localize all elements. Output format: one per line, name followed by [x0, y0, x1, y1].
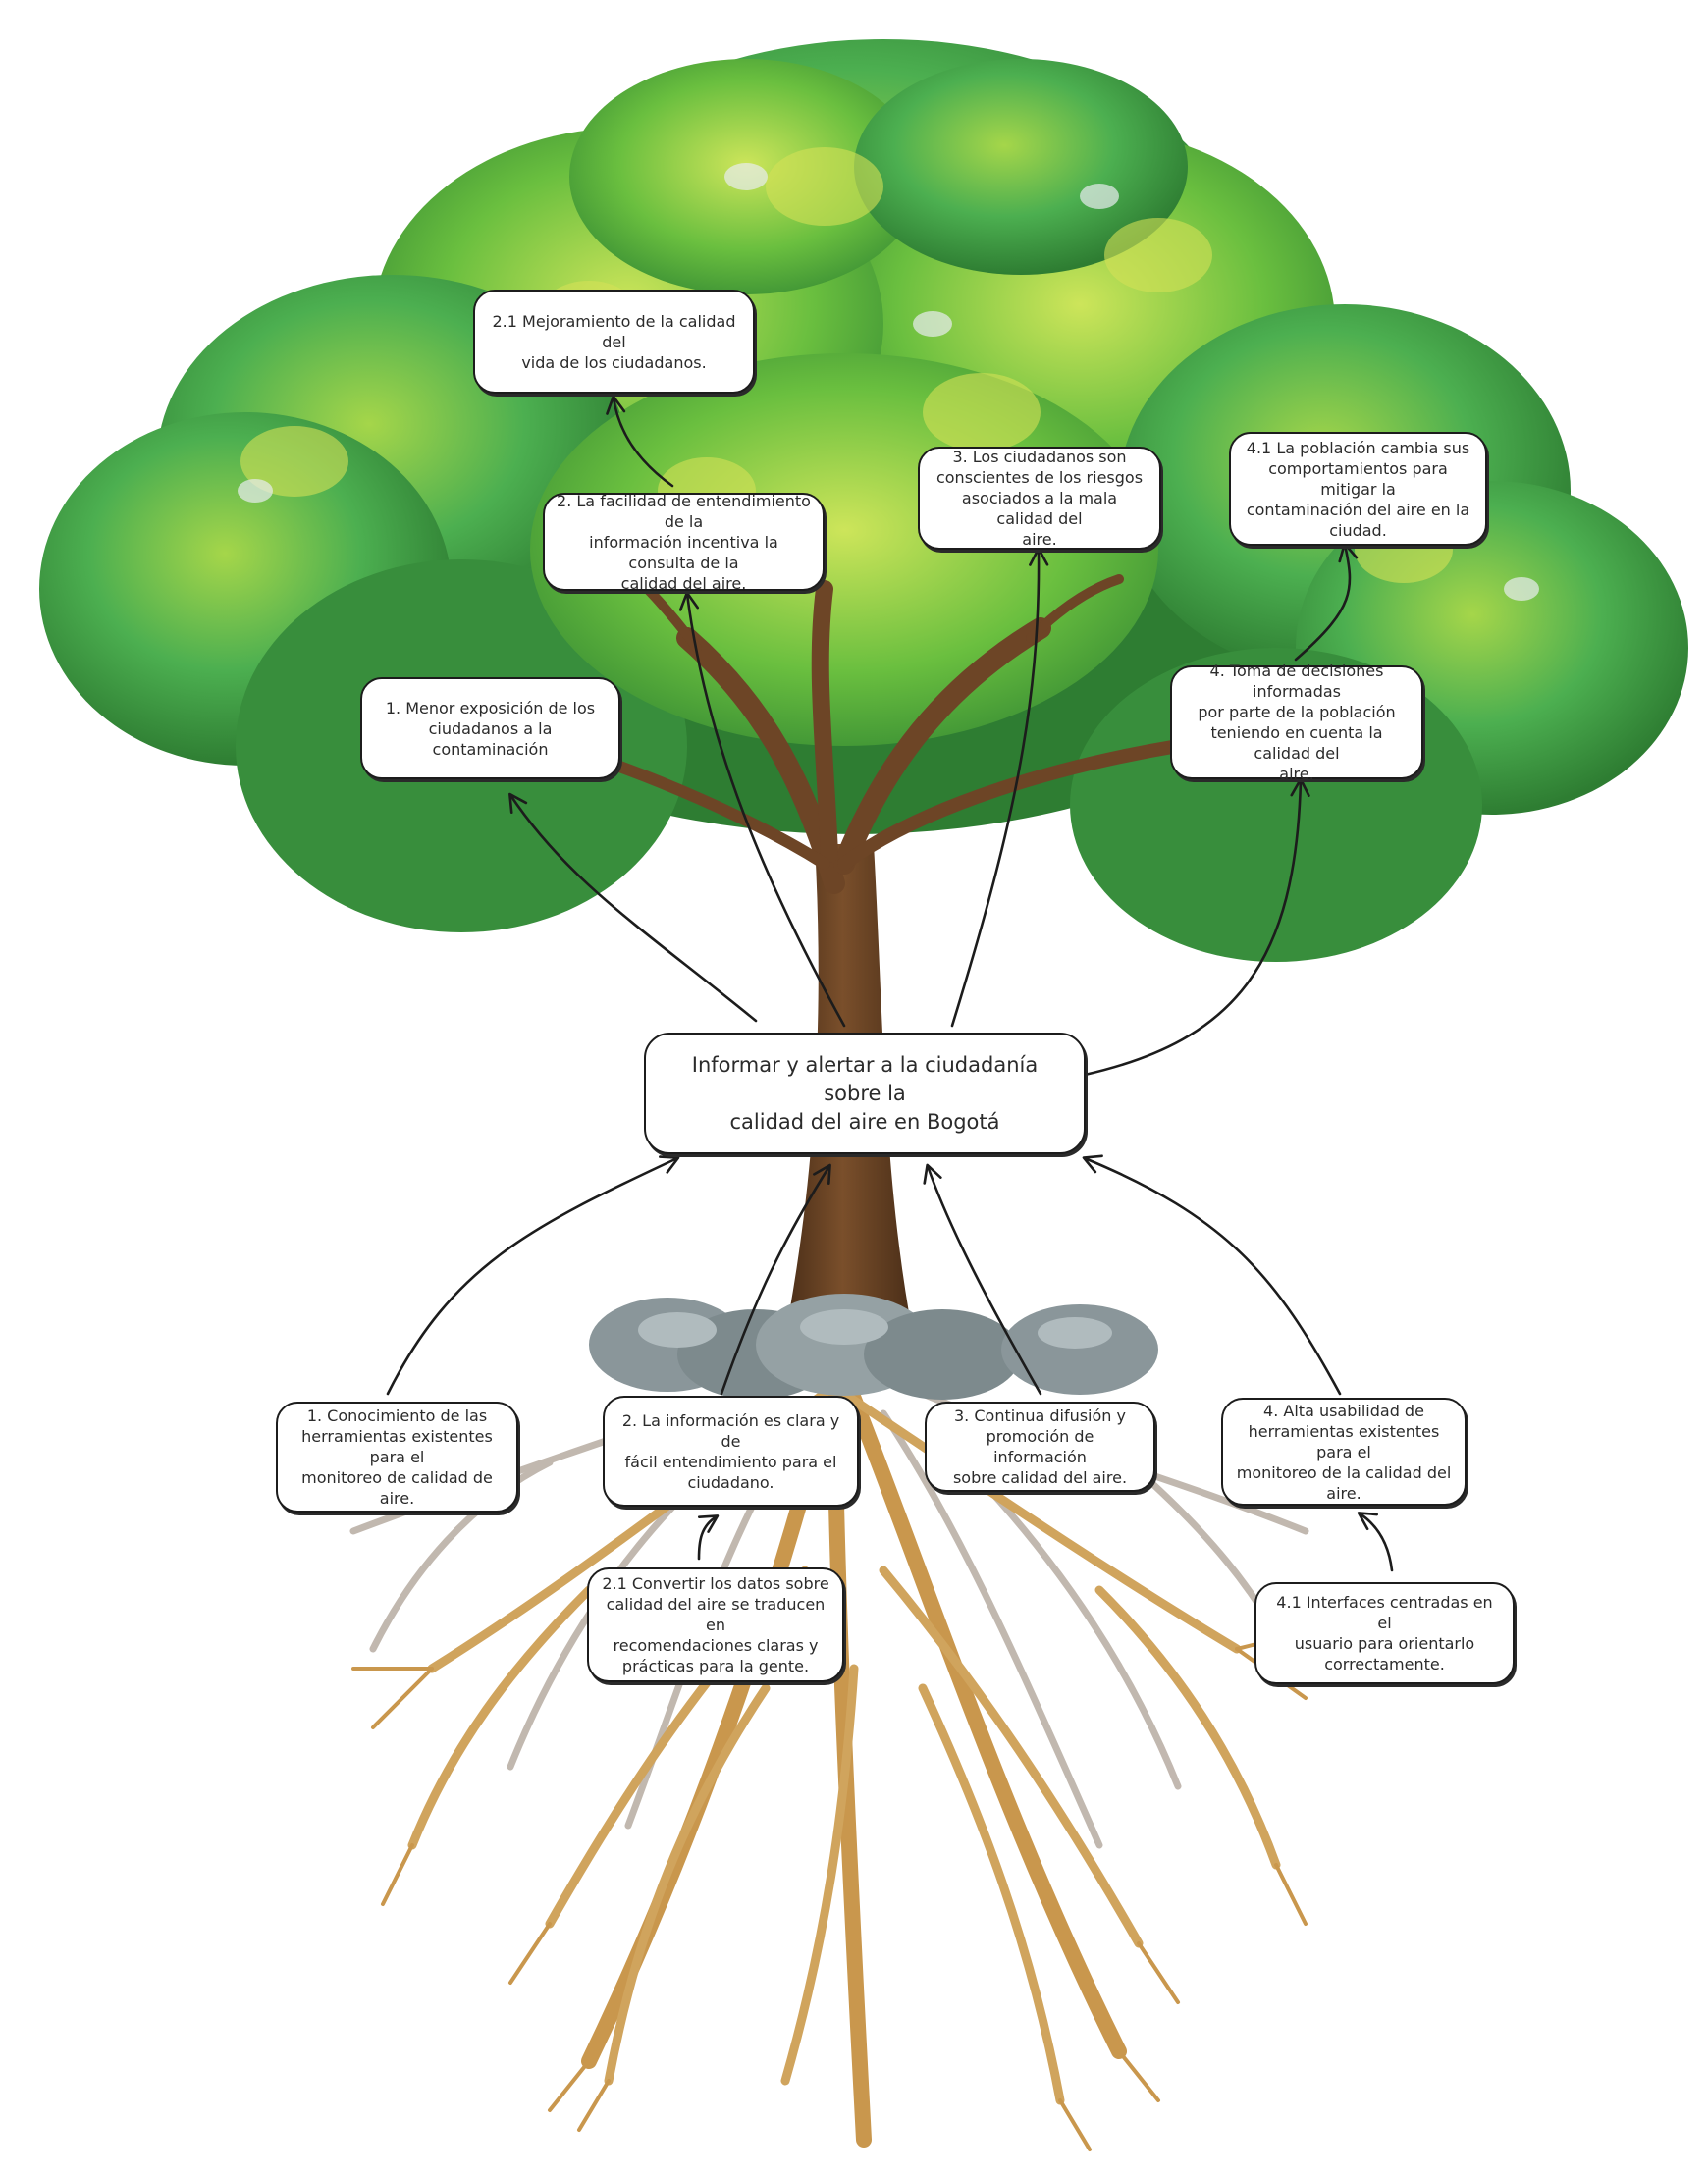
- arrow-central-to-effect-4: [1083, 777, 1310, 1077]
- effect-2-1-box: 2.1 Mejoramiento de la calidad del vida …: [473, 290, 755, 394]
- arrows: [386, 395, 1394, 1572]
- cause-2-1-box: 2.1 Convertir los datos sobre calidad de…: [587, 1567, 844, 1682]
- arrow-effect-4-to-4-1: [1294, 542, 1359, 662]
- arrow-cause-1-to-central: [386, 1155, 680, 1396]
- cause-4-1-text: 4.1 Interfaces centradas en el usuario p…: [1276, 1593, 1493, 1673]
- cause-3-text: 3. Continua difusión y promoción de info…: [952, 1406, 1128, 1487]
- arrow-effect-2-to-2-1: [606, 395, 674, 488]
- effect-1-text: 1. Menor exposición de los ciudadanos a …: [385, 698, 596, 759]
- effect-4-1-box: 4.1 La población cambia sus comportamien…: [1229, 432, 1487, 546]
- effect-4-text: 4. Toma de decisiones informadas por par…: [1198, 662, 1396, 783]
- cause-2-text: 2. La información es clara y de fácil en…: [621, 1410, 840, 1492]
- cause-4-box: 4. Alta usabilidad de herramientas exist…: [1221, 1398, 1467, 1506]
- cause-4-text: 4. Alta usabilidad de herramientas exist…: [1236, 1401, 1452, 1503]
- effect-1-box: 1. Menor exposición de los ciudadanos a …: [360, 677, 620, 779]
- effect-2-1-text: 2.1 Mejoramiento de la calidad del vida …: [492, 311, 736, 372]
- central-goal-box: Informar y alertar a la ciudadanía sobre…: [644, 1033, 1086, 1154]
- effect-2-text: 2. La facilidad de entendimiento de la i…: [557, 491, 811, 593]
- effect-4-1-text: 4.1 La población cambia sus comportamien…: [1246, 438, 1470, 540]
- arrow-central-to-effect-2: [678, 591, 846, 1028]
- arrow-cause-2-1-to-cause-2: [697, 1514, 720, 1561]
- effect-3-box: 3. Los ciudadanos son conscientes de los…: [918, 447, 1161, 550]
- arrow-cause-2-to-central: [720, 1163, 831, 1396]
- arrow-central-to-effect-1: [508, 792, 758, 1023]
- cause-3-box: 3. Continua difusión y promoción de info…: [925, 1402, 1155, 1492]
- arrow-cause-4-to-central: [1082, 1154, 1342, 1396]
- effect-2-box: 2. La facilidad de entendimiento de la i…: [543, 491, 825, 593]
- cause-1-text: 1. Conocimiento de las herramientas exis…: [301, 1406, 493, 1508]
- arrow-cause-4-1-to-cause-4: [1357, 1512, 1394, 1572]
- arrow-cause-3-to-central: [923, 1163, 1042, 1396]
- effect-3-text: 3. Los ciudadanos son conscientes de los…: [935, 448, 1144, 549]
- cause-2-1-text: 2.1 Convertir los datos sobre calidad de…: [602, 1574, 829, 1675]
- cause-1-box: 1. Conocimiento de las herramientas exis…: [276, 1402, 518, 1513]
- cause-4-1-box: 4.1 Interfaces centradas en el usuario p…: [1254, 1582, 1515, 1684]
- arrow-central-to-effect-3: [950, 547, 1049, 1028]
- stones: [589, 1294, 1158, 1400]
- effect-4-box: 4. Toma de decisiones informadas por par…: [1170, 662, 1423, 783]
- central-goal-text: Informar y alertar a la ciudadanía sobre…: [691, 1052, 1039, 1134]
- cause-2-box: 2. La información es clara y de fácil en…: [603, 1396, 859, 1507]
